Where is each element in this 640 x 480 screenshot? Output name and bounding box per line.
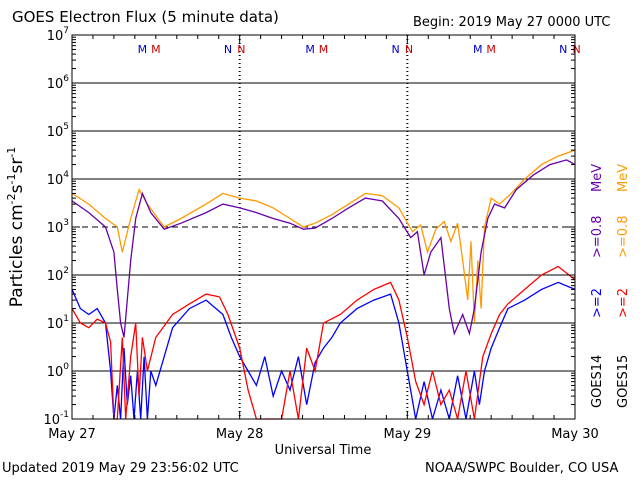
legend-goes14-08mev: >=0.8 — [590, 216, 605, 258]
y-tick-label: 100 — [47, 362, 70, 380]
legend-goes14-2mev: >=2 — [590, 288, 605, 318]
noon-midnight-marker: M — [138, 43, 148, 56]
plot-frame — [71, 34, 576, 420]
credit-label: NOAA/SWPC Boulder, CO USA — [425, 461, 619, 476]
y-label-sr: sr — [7, 158, 27, 174]
legend: GOES14 GOES15 >=2 >=2 >=0.8 >=0.8 MeV MeV — [590, 164, 631, 408]
series-line-2 — [71, 281, 576, 420]
noon-midnight-marker: N — [405, 43, 413, 56]
tick-layer: 10-1 100 101 102 103 104 105 106 107 May 27 May 28… — [43, 26, 598, 442]
x-tick-label: May 28 — [216, 427, 264, 442]
begin-timestamp: Begin: 2019 May 27 0000 UTC — [413, 15, 611, 30]
noon-midnight-marker: N — [224, 43, 232, 56]
x-tick-label: May 29 — [384, 427, 432, 442]
y-label-e3: -1 — [5, 147, 18, 158]
noon-midnight-marker: N — [559, 43, 567, 56]
y-label-s: s — [7, 184, 27, 193]
y-label-main: Particles cm — [7, 204, 27, 307]
y-label-e1: -2 — [5, 193, 18, 204]
noon-midnight-marker: M — [319, 43, 329, 56]
series-line-1 — [71, 159, 576, 338]
x-tick-label: May 30 — [551, 427, 599, 442]
y-axis-label: Particles cm-2s-1sr-1 — [5, 147, 27, 308]
y-tick-label: 101 — [47, 314, 69, 332]
y-tick-label: 102 — [47, 266, 69, 284]
y-tick-label: 104 — [47, 170, 70, 188]
legend-goes15: GOES15 — [616, 355, 631, 408]
legend-goes14: GOES14 — [590, 355, 605, 408]
legend-goes15-2mev: >=2 — [616, 288, 631, 318]
noon-midnight-marker: N — [237, 43, 245, 56]
noon-midnight-marker: M — [486, 43, 496, 56]
noon-midnight-marker: M — [473, 43, 483, 56]
y-tick-label: 105 — [47, 122, 69, 140]
y-tick-label: 107 — [47, 26, 69, 44]
legend-unit-orange: MeV — [616, 164, 631, 192]
noon-midnight-marker: M — [305, 43, 315, 56]
series-line-3 — [71, 265, 576, 420]
y-label-e2: -1 — [5, 174, 18, 185]
legend-unit-purple: MeV — [590, 164, 605, 192]
chart-title: GOES Electron Flux (5 minute data) — [12, 8, 279, 26]
y-tick-label: 106 — [47, 74, 70, 92]
x-tick-label: May 27 — [48, 427, 96, 442]
series-layer — [71, 149, 576, 420]
x-axis-label: Universal Time — [275, 443, 372, 458]
updated-timestamp: Updated 2019 May 29 23:56:02 UTC — [2, 461, 239, 476]
series-line-0 — [71, 149, 576, 324]
y-tick-label: 103 — [47, 218, 69, 236]
svg-text:Particles cm-2s-1sr-1: Particles cm-2s-1sr-1 — [5, 147, 27, 308]
legend-goes15-08mev: >=0.8 — [616, 216, 631, 258]
noon-midnight-marker: M — [151, 43, 161, 56]
noon-midnight-marker: N — [573, 43, 581, 56]
y-tick-label: 10-1 — [43, 410, 69, 428]
noon-midnight-marker: N — [391, 43, 399, 56]
grid-layer — [72, 35, 575, 419]
